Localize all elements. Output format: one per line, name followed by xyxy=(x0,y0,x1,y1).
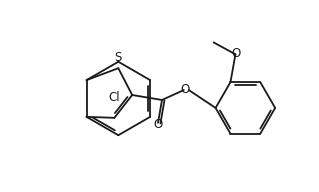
Text: O: O xyxy=(232,47,241,60)
Text: O: O xyxy=(153,118,163,131)
Text: S: S xyxy=(115,51,122,64)
Text: Cl: Cl xyxy=(108,91,120,104)
Text: O: O xyxy=(180,83,189,96)
